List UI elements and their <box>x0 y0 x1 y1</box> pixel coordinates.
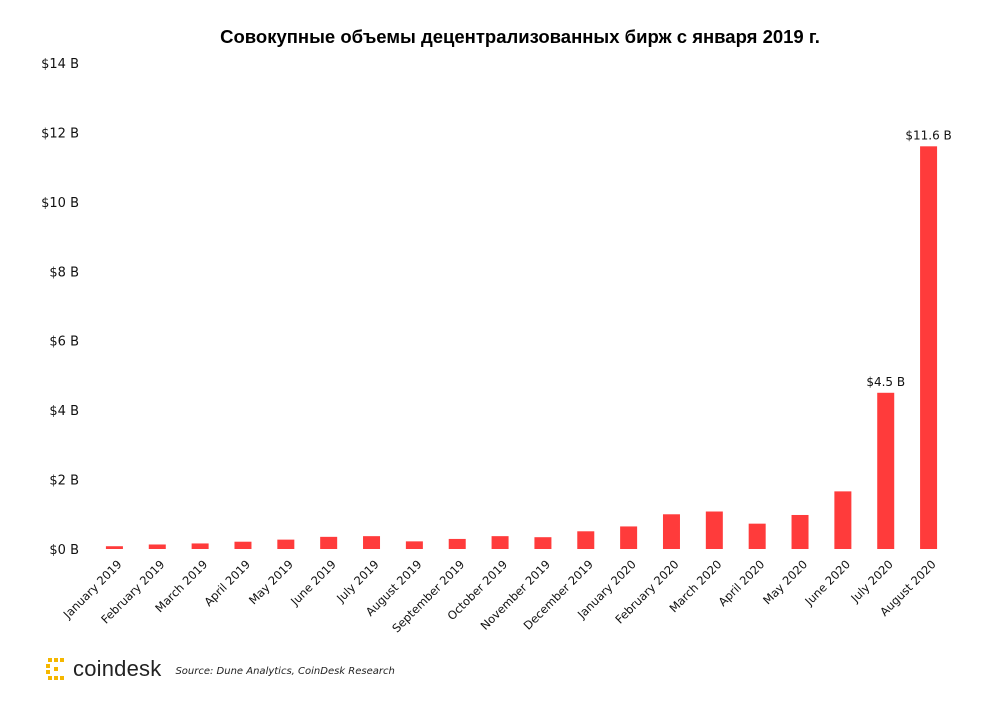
chart-title: Совокупные объемы децентрализованных бир… <box>220 26 820 47</box>
bar <box>920 146 938 550</box>
bars <box>105 146 938 550</box>
bar <box>363 536 381 549</box>
bar <box>191 543 209 549</box>
y-tick-label: $4 B <box>49 404 79 419</box>
data-labels: $4.5 B $11.6 B <box>866 128 951 388</box>
bar <box>491 536 509 549</box>
x-tick-label: September 2019 <box>389 557 467 635</box>
bar <box>448 538 466 549</box>
y-tick-label: $10 B <box>41 196 79 211</box>
brand-name: coindesk <box>73 656 162 681</box>
x-tick-label: June 2020 <box>801 557 853 609</box>
data-label: $4.5 B <box>866 375 905 389</box>
bar <box>705 511 723 549</box>
y-tick-label: $2 B <box>49 474 79 489</box>
bar <box>877 392 895 549</box>
bar <box>791 514 809 549</box>
bar <box>834 491 852 549</box>
coindesk-logo-icon <box>46 658 68 680</box>
bar-chart: $0 B $2 B $4 B $6 B $8 B $10 B $12 B $14 B $4.5… <box>41 57 952 635</box>
x-tick-label: June 2019 <box>287 557 339 609</box>
bar <box>148 544 166 549</box>
bar <box>105 546 123 549</box>
bar <box>748 523 766 549</box>
y-tick-label: $12 B <box>41 126 79 141</box>
y-tick-label: $8 B <box>49 265 79 280</box>
x-tick-label: April 2020 <box>716 557 768 609</box>
y-axis: $0 B $2 B $4 B $6 B $8 B $10 B $12 B $14 B <box>41 57 79 558</box>
bar <box>405 541 423 549</box>
y-tick-label: $6 B <box>49 335 79 350</box>
bar <box>662 514 680 549</box>
footer: coindesk Source: Dune Analytics, CoinDes… <box>46 656 395 682</box>
bar <box>320 536 338 549</box>
source-note: Source: Dune Analytics, CoinDesk Researc… <box>175 665 395 677</box>
bar <box>534 537 552 549</box>
bar <box>577 531 595 549</box>
bar <box>277 539 295 549</box>
x-tick-label: April 2019 <box>201 557 253 609</box>
data-label: $11.6 B <box>905 128 951 142</box>
y-tick-label: $14 B <box>41 57 79 72</box>
bar <box>234 541 252 549</box>
y-tick-label: $0 B <box>49 543 79 558</box>
bar <box>620 526 638 549</box>
